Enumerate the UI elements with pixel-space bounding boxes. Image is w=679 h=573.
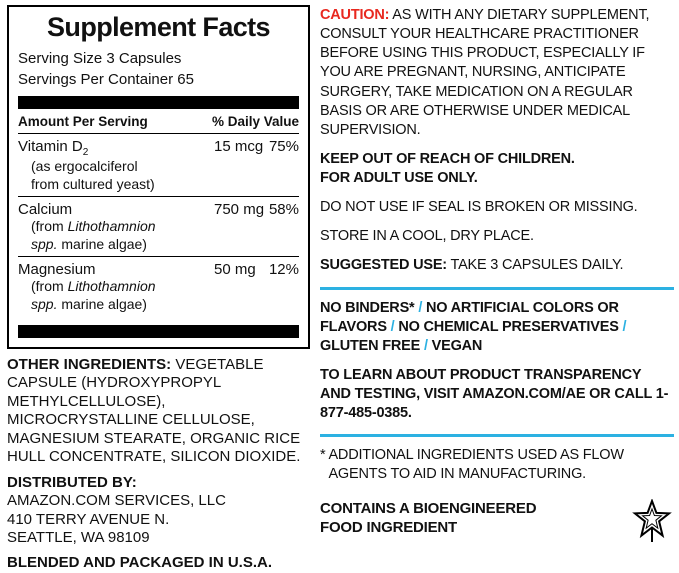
bioengineered-block: CONTAINS A BIOENGINEERED FOOD INGREDIENT <box>320 498 674 543</box>
nutrient-name: Calcium <box>18 201 73 218</box>
cyan-divider-bottom <box>320 434 674 438</box>
nutrient-amount: 50 mg <box>214 261 256 278</box>
nutrient-amount: 15 mcg <box>214 138 264 155</box>
nutrient-detail: (from Lithothamnion <box>31 278 156 294</box>
divider-bar-top <box>18 96 299 109</box>
transparency-note: TO LEARN ABOUT PRODUCT TRANSPARENCY AND … <box>320 366 669 422</box>
distributor-name: AMAZON.COM SERVICES, LLC <box>7 492 226 510</box>
supplement-facts-panel: Supplement Facts Serving Size 3 Capsules… <box>7 5 310 349</box>
nutrient-amount: 750 mg <box>214 201 265 218</box>
storage-instruction: STORE IN A COOL, DRY PLACE. <box>320 228 534 245</box>
seal-warning: DO NOT USE IF SEAL IS BROKEN OR MISSING. <box>320 199 638 216</box>
nutrient-detail: (as ergocalciferol <box>31 158 138 174</box>
facts-header-row: Amount Per Serving % Daily Value <box>18 109 299 133</box>
other-ingredients: OTHER INGREDIENTS: VEGETABLE CAPSULE (HY… <box>7 356 310 467</box>
distributed-by-label: DISTRIBUTED BY: <box>7 473 137 491</box>
nutrient-row-magnesium: Magnesium 50 mg 12% (from Lithothamnion … <box>18 257 299 316</box>
caution-paragraph: CAUTION: AS WITH ANY DIETARY SUPPLEMENT,… <box>320 6 674 140</box>
keep-out-line: KEEP OUT OF REACH OF CHILDREN. <box>320 150 575 167</box>
claim: GLUTEN FREE <box>320 337 421 354</box>
keep-out-block: KEEP OUT OF REACH OF CHILDREN. FOR ADULT… <box>320 150 674 188</box>
footnote: * ADDITIONAL INGREDIENTS USED AS FLOW AGE… <box>320 446 674 484</box>
claim-separator: / <box>423 337 428 354</box>
other-ingredients-label: OTHER INGREDIENTS: <box>7 356 172 373</box>
nutrient-row-calcium: Calcium 750 mg 58% (from Lithothamnion s… <box>18 197 299 256</box>
caution-label: CAUTION: <box>320 7 390 23</box>
claim: NO ARTIFICIAL COLORS OR FLAVORS <box>320 299 619 335</box>
claim: NO CHEMICAL PRESERVATIVES <box>398 318 619 335</box>
cyan-divider-top <box>320 286 674 290</box>
nutrient-dv: 12% <box>268 261 299 278</box>
distributor-city: SEATTLE, WA 98109 <box>7 528 150 546</box>
nutrient-detail: (from Lithothamnion <box>31 218 156 234</box>
divider-bar-bottom <box>18 325 299 338</box>
nutrient-name: Magnesium <box>18 261 96 278</box>
right-column: CAUTION: AS WITH ANY DIETARY SUPPLEMENT,… <box>320 6 674 543</box>
nutrient-detail: spp. marine algae) <box>31 295 147 312</box>
row-divider <box>18 196 299 197</box>
claim-separator: / <box>418 299 423 316</box>
adult-use-line: FOR ADULT USE ONLY. <box>320 170 478 186</box>
row-divider <box>18 133 299 134</box>
marketing-claims: NO BINDERS* / NO ARTIFICIAL COLORS OR FL… <box>320 299 674 356</box>
blended-line: BLENDED AND PACKAGED IN U.S.A. <box>7 554 273 572</box>
nutrient-detail: from cultured yeast) <box>31 175 155 192</box>
amount-header: Amount Per Serving <box>18 114 148 129</box>
claim: VEGAN <box>431 337 483 354</box>
suggested-use: SUGGESTED USE: TAKE 3 CAPSULES DAILY. <box>320 256 674 275</box>
bioengineered-statement: CONTAINS A BIOENGINEERED FOOD INGREDIENT <box>320 499 537 537</box>
bioengineered-star-icon <box>632 498 672 542</box>
distributor-address: 410 TERRY AVENUE N. <box>7 510 170 528</box>
servings-per-container-line: Servings Per Container 65 <box>18 71 194 88</box>
claim-separator: / <box>390 318 395 335</box>
nutrient-dv: 58% <box>268 201 299 218</box>
row-divider <box>18 256 299 257</box>
nutrient-dv: 75% <box>268 138 299 155</box>
left-column: Supplement Facts Serving Size 3 Capsules… <box>7 5 310 573</box>
caution-text: AS WITH ANY DIETARY SUPPLEMENT, CONSULT … <box>320 7 650 138</box>
nutrient-row-vitamin-d2: Vitamin D2 15 mcg 75% (as ergocalciferol… <box>18 134 299 196</box>
panel-title: Supplement Facts <box>47 12 271 42</box>
serving-size-line: Serving Size 3 Capsules <box>18 50 182 67</box>
suggested-use-label: SUGGESTED USE: <box>320 257 447 274</box>
suggested-use-text: TAKE 3 CAPSULES DAILY. <box>446 257 624 274</box>
claim: NO BINDERS* <box>320 299 415 316</box>
footnote-text: ADDITIONAL INGREDIENTS USED AS FLOW AGEN… <box>328 447 624 483</box>
other-ingredients-text: VEGETABLE CAPSULE (HYDROXYPROPYL METHYLC… <box>7 356 301 466</box>
footnote-asterisk: * <box>320 447 326 464</box>
nutrient-name: Vitamin D2 <box>18 138 89 158</box>
distributed-by: DISTRIBUTED BY: AMAZON.COM SERVICES, LLC… <box>7 474 310 548</box>
claim-separator: / <box>622 318 627 335</box>
daily-value-header: % Daily Value <box>211 114 299 129</box>
nutrient-detail: spp. marine algae) <box>31 235 147 252</box>
